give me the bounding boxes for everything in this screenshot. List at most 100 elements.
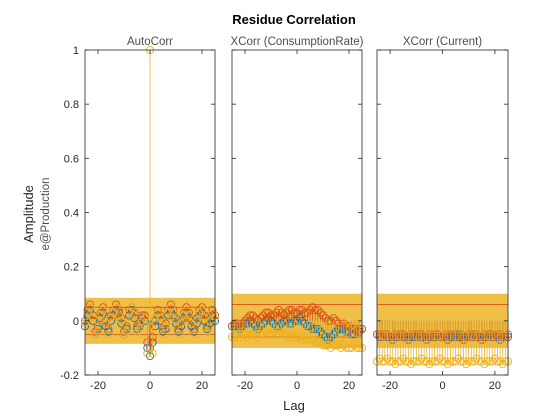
- y-axis-sublabel: e@Production: [40, 177, 52, 250]
- data-point: [305, 305, 315, 315]
- data-point: [462, 360, 471, 369]
- data-point: [433, 357, 442, 366]
- data-point: [422, 357, 431, 366]
- data-point: [435, 354, 444, 363]
- data-point: [425, 360, 434, 369]
- data-point: [337, 343, 346, 352]
- data-point: [266, 330, 276, 339]
- data-point: [285, 305, 294, 315]
- data-point: [132, 327, 142, 336]
- data-point: [287, 333, 296, 342]
- data-point: [130, 311, 139, 320]
- data-point: [274, 330, 283, 339]
- data-point: [417, 354, 426, 363]
- data-point: [420, 357, 429, 366]
- panel-1: -0.2 0 0.2 0.4 0.6 0.8 1 -20 0 20 AutoCorr: [60, 36, 220, 392]
- data-point: [303, 335, 312, 344]
- data-point: [248, 330, 257, 339]
- data-point: [456, 357, 465, 366]
- data-point: [240, 330, 250, 339]
- data-point: [266, 311, 276, 320]
- panel-subtitle: XCorr (ConsumptionRate): [231, 36, 364, 48]
- x-axis-label: Lag: [283, 398, 305, 413]
- data-point: [156, 314, 165, 323]
- data-point: [427, 357, 437, 366]
- data-point: [414, 357, 423, 366]
- data-point: [404, 357, 413, 366]
- x-tick-label: 0: [147, 380, 153, 392]
- data-point: [496, 357, 505, 366]
- data-point: [308, 303, 317, 312]
- data-point: [104, 330, 113, 339]
- data-point: [274, 305, 283, 315]
- data-point: [277, 308, 286, 317]
- data-point: [88, 314, 97, 323]
- data-point: [316, 338, 325, 347]
- data-point: [355, 343, 364, 352]
- data-point: [192, 316, 201, 325]
- data-point: [321, 341, 330, 350]
- data-point: [145, 351, 155, 361]
- data-point: [287, 305, 296, 315]
- data-point: [238, 330, 247, 339]
- data-point: [161, 319, 170, 328]
- data-point: [125, 308, 134, 317]
- x-tick-label: -20: [90, 380, 106, 392]
- data-point: [277, 327, 286, 336]
- data-point: [182, 305, 191, 315]
- data-point: [269, 311, 278, 320]
- data-point: [187, 319, 196, 328]
- x-tick-label: -20: [237, 380, 253, 392]
- data-point: [290, 308, 299, 317]
- data-point: [140, 314, 149, 323]
- data-point: [386, 357, 395, 366]
- data-point: [109, 308, 118, 317]
- data-point: [485, 357, 494, 366]
- series-3: [80, 45, 220, 358]
- data-point: [166, 303, 175, 312]
- panel-subtitle: AutoCorr: [127, 36, 173, 48]
- data-point: [399, 354, 408, 363]
- data-point: [430, 357, 439, 366]
- data-point: [467, 357, 476, 366]
- data-point: [177, 316, 186, 325]
- data-point: [448, 357, 458, 366]
- data-point: [352, 343, 361, 352]
- data-point: [318, 341, 328, 350]
- panel-3: -20 0 20 XCorr (Current): [372, 36, 513, 392]
- data-point: [264, 330, 273, 339]
- data-point: [171, 314, 181, 323]
- y-tick-label: 1: [73, 45, 79, 57]
- data-point: [391, 360, 400, 369]
- data-point: [253, 333, 263, 342]
- data-point: [195, 308, 204, 317]
- data-point: [344, 343, 354, 352]
- data-point: [138, 314, 147, 323]
- data-point: [272, 308, 281, 317]
- data-point: [99, 305, 108, 315]
- data-point: [148, 349, 157, 358]
- data-point: [117, 316, 126, 325]
- data-point: [248, 311, 257, 320]
- data-point: [318, 311, 328, 320]
- data-point: [334, 341, 343, 350]
- data-point: [350, 341, 359, 350]
- data-point: [298, 305, 307, 315]
- data-point: [290, 330, 299, 339]
- data-point: [378, 357, 387, 366]
- data-point: [83, 308, 92, 317]
- data-point: [285, 333, 294, 342]
- data-point: [192, 314, 201, 323]
- data-point: [396, 357, 405, 366]
- data-point: [259, 311, 268, 320]
- data-point: [501, 357, 510, 366]
- data-point: [472, 354, 481, 363]
- data-point: [151, 314, 160, 323]
- data-point: [230, 333, 239, 342]
- data-point: [203, 327, 212, 336]
- data-point: [114, 305, 123, 315]
- data-point: [106, 314, 116, 323]
- data-point: [454, 354, 463, 363]
- data-point: [164, 308, 173, 317]
